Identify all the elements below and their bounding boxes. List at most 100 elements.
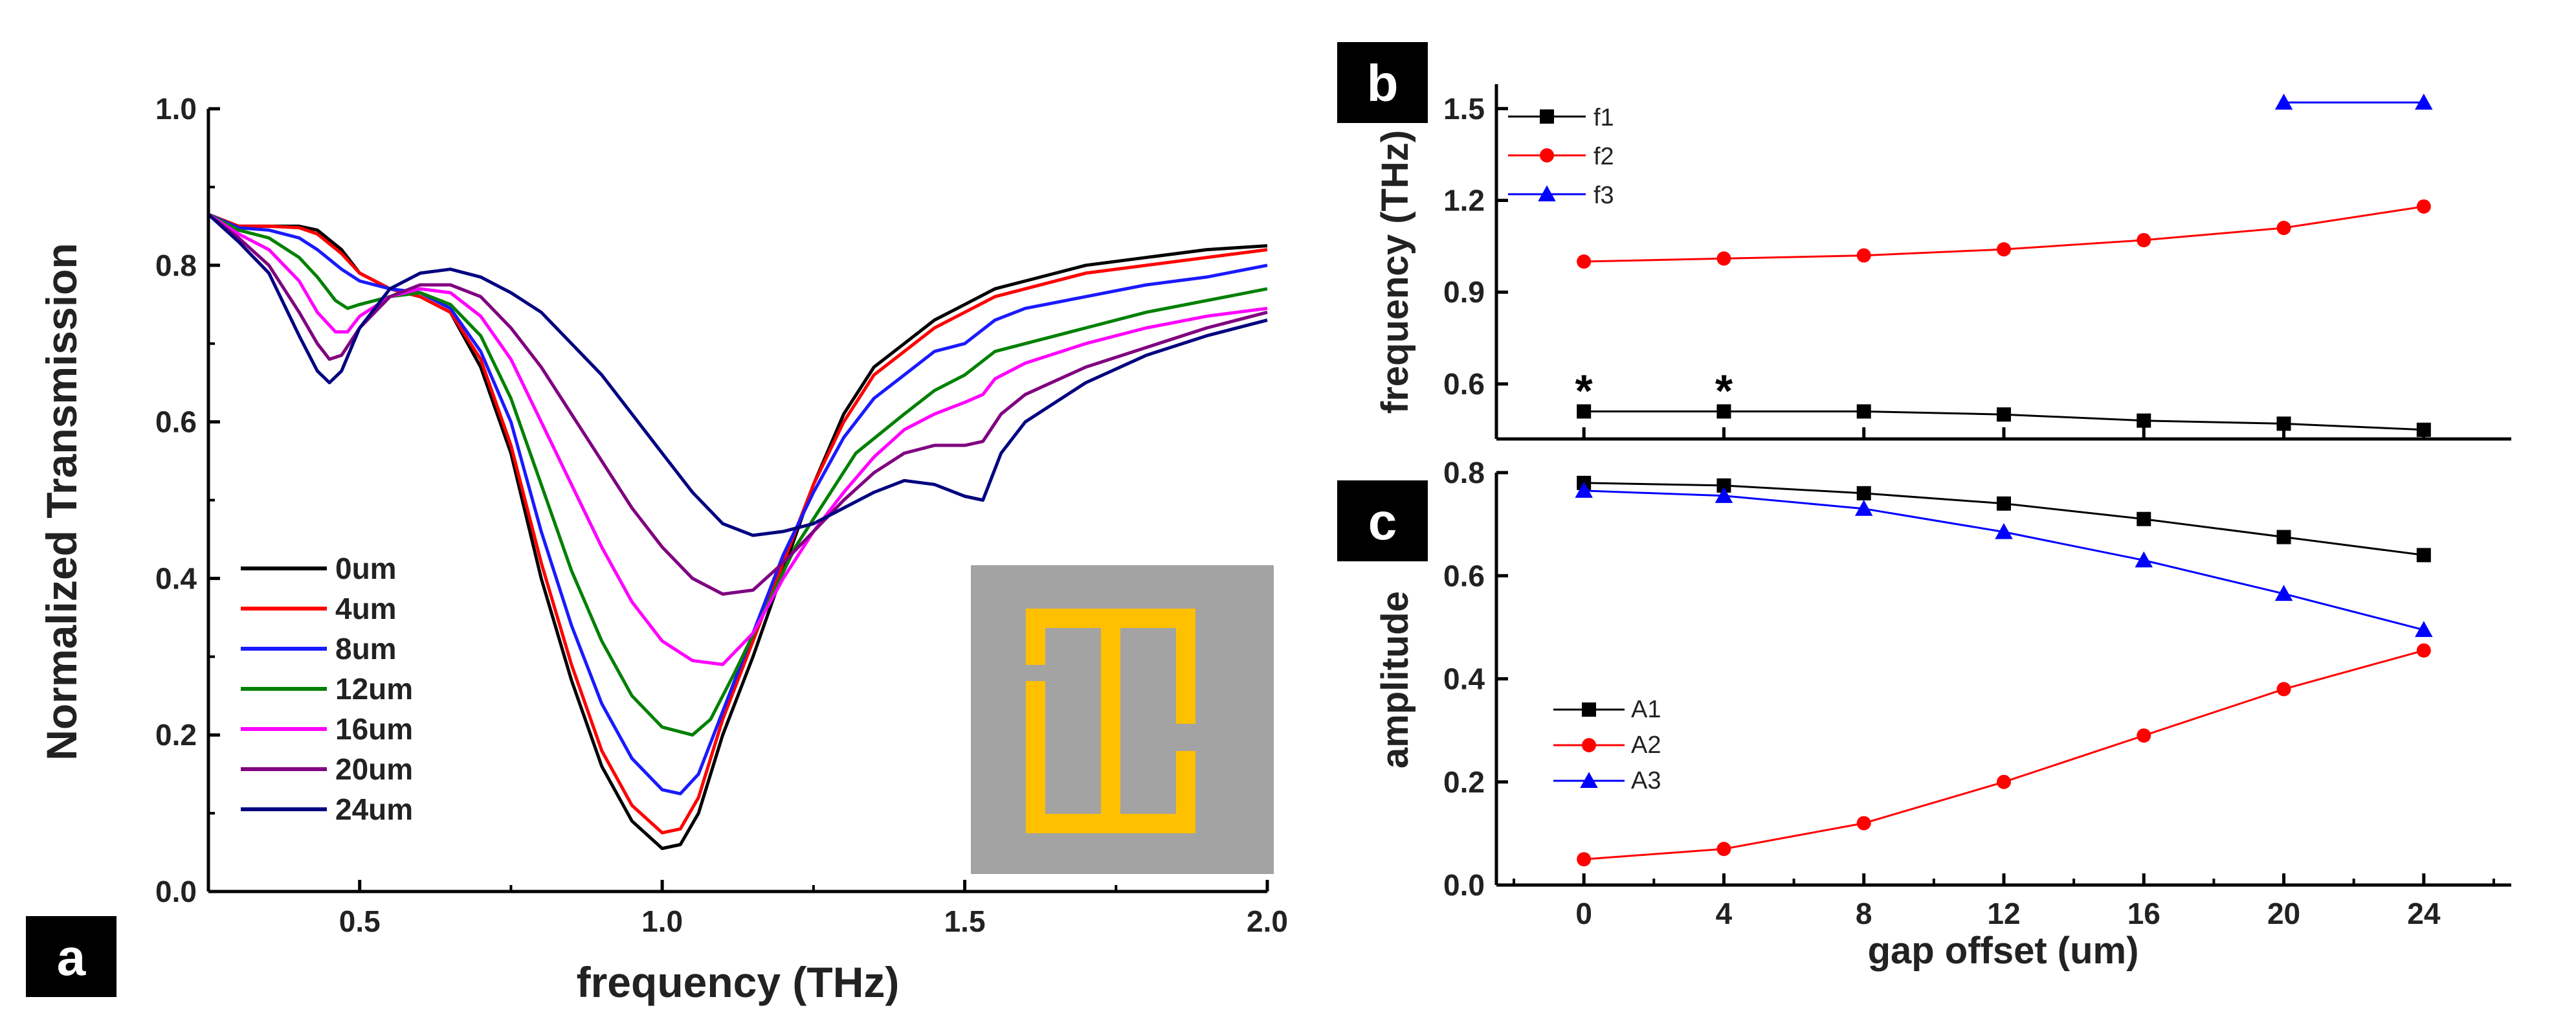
series-line-24um [207, 213, 1268, 537]
legend-label-20um: 20um [335, 752, 413, 786]
y-tick-label: 0.6 [155, 405, 197, 439]
data-point-a2 [2416, 643, 2431, 658]
panel-a: 0.5 1.0 1.5 2.0 0.0 0.2 0.4 0.6 0.8 1.0 0um 4um 8um… [26, 92, 1288, 1006]
data-point-f2 [1716, 251, 1731, 266]
panel-c-ticks: 0.0 0.2 0.4 0.6 0.8 0 4 8 12 16 20 24 [1443, 456, 2495, 930]
legend-marker-a3 [1580, 772, 1598, 788]
data-point-f2 [1577, 254, 1592, 269]
legend-marker-f3 [1538, 185, 1556, 201]
data-point-a3 [1995, 522, 2013, 539]
data-point-f2 [2276, 221, 2291, 236]
y-tick-label: 0.4 [155, 561, 197, 595]
y-tick-label: 0.0 [155, 875, 197, 908]
data-point-a3 [2415, 621, 2433, 637]
panel-b-axes [1494, 84, 2511, 441]
legend-label-12um: 12um [335, 672, 413, 706]
panel-a-inset [971, 565, 1274, 874]
legend-label-0um: 0um [335, 552, 397, 585]
panel-a-ticks: 0.5 1.0 1.5 2.0 0.0 0.2 0.4 0.6 0.8 1.0 [155, 92, 1288, 938]
panel-c-label: c [1368, 493, 1397, 550]
data-point-a1 [2276, 530, 2291, 544]
data-point-a1 [1997, 496, 2011, 511]
data-point-f1 [2137, 413, 2151, 428]
panel-c-label-box [1337, 480, 1428, 561]
panel-b-legend: f1 f2 f3 [1508, 104, 1614, 209]
data-point-a3 [2274, 585, 2293, 601]
data-point-a2 [1716, 842, 1731, 857]
legend-marker-a2 [1582, 738, 1596, 752]
series-line-a3 [1584, 489, 2425, 631]
x-tick-label: 20 [2267, 897, 2300, 930]
data-point-a1 [1856, 486, 1871, 500]
legend-label-8um: 8um [335, 632, 397, 666]
y-tick-label: 0.6 [1443, 367, 1485, 401]
data-point-f2 [1997, 242, 2011, 257]
legend-label-24um: 24um [335, 792, 413, 826]
data-point-a2 [1997, 774, 2011, 789]
data-point-f2 [2137, 232, 2151, 247]
panel-b-label-box [1337, 42, 1428, 123]
panel-c-ylabel: amplitude [1374, 591, 1416, 768]
y-tick-label: 0.0 [1443, 868, 1485, 902]
annotation-asterisk: * [1715, 365, 1733, 416]
data-point-a3 [1854, 499, 1873, 516]
data-point-a2 [1577, 852, 1592, 867]
x-tick-label: 1.5 [944, 904, 986, 938]
y-tick-label: 0.9 [1443, 275, 1485, 309]
panel-a-xlabel: frequency (THz) [577, 958, 900, 1006]
annotation-asterisk: * [1575, 365, 1593, 416]
y-tick-label: 0.4 [1443, 662, 1485, 696]
panel-b-ylabel: frequency (THz) [1374, 130, 1416, 414]
y-tick-label: 0.8 [1443, 456, 1485, 489]
series-line-a2 [1584, 649, 2425, 860]
y-tick-label: 1.2 [1443, 184, 1485, 218]
x-tick-label: 0 [1575, 897, 1592, 930]
data-point-f3 [2274, 93, 2293, 110]
y-tick-label: 0.2 [1443, 765, 1485, 799]
panel-b-series [1577, 93, 2433, 437]
x-tick-label: 24 [2407, 897, 2441, 930]
x-tick-label: 0.5 [339, 904, 381, 938]
legend-label-f2: f2 [1593, 143, 1614, 170]
data-point-a2 [2276, 682, 2291, 697]
panel-c-legend: A1 A2 A3 [1553, 696, 1661, 794]
panel-b-label: b [1367, 54, 1399, 112]
series-line-4um [208, 212, 1268, 835]
data-point-a1 [1716, 478, 1731, 493]
data-point-a3 [1575, 482, 1593, 498]
data-point-f1 [1856, 404, 1871, 419]
legend-label-a1: A1 [1631, 696, 1661, 723]
data-point-f2 [2416, 199, 2431, 214]
x-tick-label: 12 [1987, 897, 2020, 930]
panel-c: 0.0 0.2 0.4 0.6 0.8 0 4 8 12 16 20 24 A1 A2 A3 gap of… [1337, 456, 2511, 972]
y-tick-label: 0.2 [155, 718, 197, 752]
y-tick-label: 1.5 [1443, 92, 1485, 126]
data-point-f1 [2276, 416, 2291, 431]
data-point-a3 [2135, 551, 2153, 568]
data-point-f1 [1577, 404, 1592, 419]
panel-a-legend: 0um 4um 8um 12um 16um 20um 24um [241, 552, 413, 826]
panel-a-label: a [57, 928, 86, 986]
x-tick-label: 16 [2127, 897, 2160, 930]
series-line-12um [207, 212, 1268, 737]
series-line-16um [207, 213, 1268, 666]
y-tick-label: 0.8 [155, 249, 197, 282]
panel-c-series [1575, 475, 2433, 867]
data-point-a2 [2137, 728, 2151, 743]
panel-a-label-box [26, 916, 117, 997]
series-line-8um [207, 212, 1268, 796]
data-point-a2 [1856, 816, 1871, 831]
panel-b-annotations: * * [1575, 365, 1733, 416]
x-tick-label: 1.0 [641, 904, 683, 938]
data-point-f3 [2415, 93, 2433, 110]
split-ring-icon [1026, 609, 1195, 833]
data-point-a1 [2416, 548, 2431, 563]
data-point-f2 [1856, 248, 1871, 263]
legend-marker-f1 [1540, 109, 1554, 124]
data-point-a3 [1715, 487, 1733, 503]
panel-c-xlabel: gap offset (um) [1868, 930, 2139, 972]
y-tick-label: 0.6 [1443, 559, 1485, 592]
panel-b-ticks: 0.6 0.9 1.2 1.5 [1443, 92, 2426, 439]
